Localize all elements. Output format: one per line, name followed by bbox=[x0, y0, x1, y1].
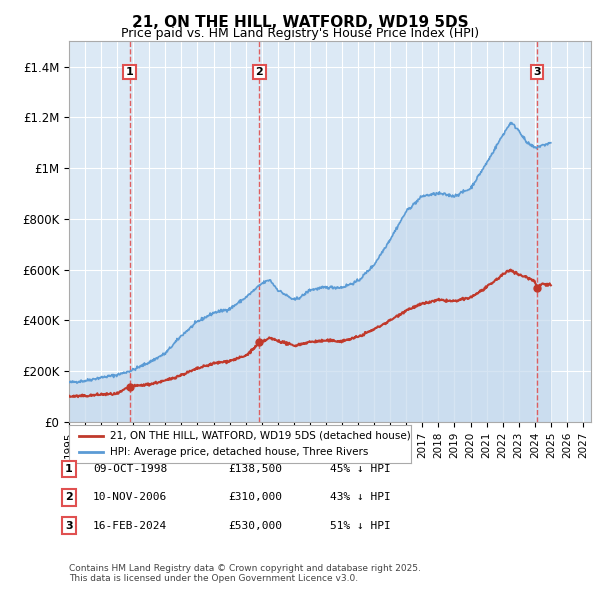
Text: HPI: Average price, detached house, Three Rivers: HPI: Average price, detached house, Thre… bbox=[110, 447, 368, 457]
Text: 1: 1 bbox=[65, 464, 73, 474]
Text: 21, ON THE HILL, WATFORD, WD19 5DS: 21, ON THE HILL, WATFORD, WD19 5DS bbox=[131, 15, 469, 30]
Text: 10-NOV-2006: 10-NOV-2006 bbox=[93, 493, 167, 502]
Text: 3: 3 bbox=[533, 67, 541, 77]
Text: 1: 1 bbox=[125, 67, 133, 77]
Text: 21, ON THE HILL, WATFORD, WD19 5DS (detached house): 21, ON THE HILL, WATFORD, WD19 5DS (deta… bbox=[110, 431, 411, 441]
Text: 2: 2 bbox=[256, 67, 263, 77]
Text: 3: 3 bbox=[65, 521, 73, 530]
Text: 45% ↓ HPI: 45% ↓ HPI bbox=[330, 464, 391, 474]
Text: Contains HM Land Registry data © Crown copyright and database right 2025.
This d: Contains HM Land Registry data © Crown c… bbox=[69, 563, 421, 583]
Text: 51% ↓ HPI: 51% ↓ HPI bbox=[330, 521, 391, 530]
Text: £310,000: £310,000 bbox=[228, 493, 282, 502]
Text: 16-FEB-2024: 16-FEB-2024 bbox=[93, 521, 167, 530]
Text: £138,500: £138,500 bbox=[228, 464, 282, 474]
Text: £530,000: £530,000 bbox=[228, 521, 282, 530]
Text: 2: 2 bbox=[65, 493, 73, 502]
Text: 09-OCT-1998: 09-OCT-1998 bbox=[93, 464, 167, 474]
Text: 43% ↓ HPI: 43% ↓ HPI bbox=[330, 493, 391, 502]
Text: Price paid vs. HM Land Registry's House Price Index (HPI): Price paid vs. HM Land Registry's House … bbox=[121, 27, 479, 40]
